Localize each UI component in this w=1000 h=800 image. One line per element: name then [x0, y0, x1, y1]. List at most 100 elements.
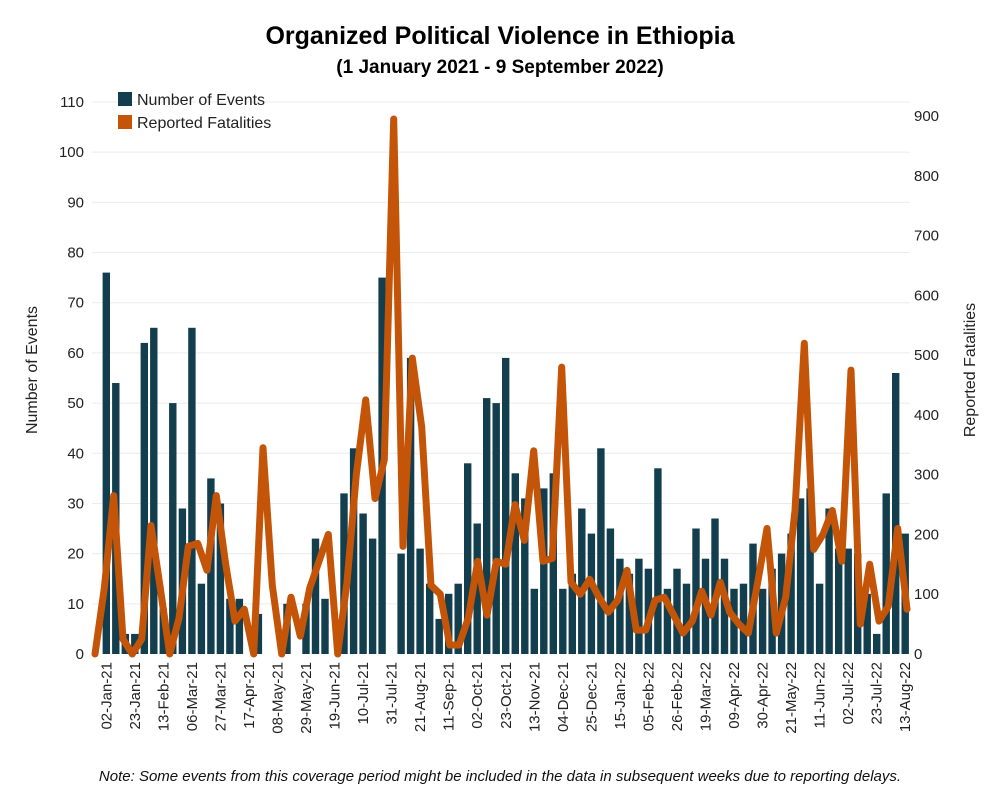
left-axis-ticks: 0 10 20 30 40 50 60 70 80 90 100 110 — [59, 94, 84, 663]
right-axis-label: Reported Fatalities — [962, 303, 979, 437]
events-bar — [102, 272, 110, 654]
right-axis-ticks: 0 100 200 300 400 500 600 700 800 900 — [914, 108, 939, 663]
x-tick-label: 26-Feb-22 — [669, 662, 686, 731]
y2-tick-label: 900 — [914, 108, 939, 125]
x-tick-label: 27-Mar-21 — [212, 662, 229, 731]
events-bar — [654, 468, 662, 654]
chart-subtitle: (1 January 2021 - 9 September 2022) — [336, 57, 663, 78]
y2-tick-label: 0 — [914, 646, 922, 663]
fatalities-line-layer — [91, 115, 911, 658]
events-bar — [806, 488, 814, 654]
events-bar — [454, 583, 462, 654]
events-bar — [321, 598, 329, 654]
events-bar — [892, 373, 900, 654]
events-bar — [302, 603, 310, 654]
gridlines — [92, 101, 910, 605]
events-bar — [758, 588, 767, 654]
x-tick-label: 06-Mar-21 — [184, 662, 201, 731]
x-tick-label: 23-Jan-21 — [127, 662, 144, 730]
x-tick-label: 02-Jan-21 — [98, 662, 115, 730]
x-tick-label: 10-Jul-21 — [355, 662, 372, 725]
x-tick-label: 02-Jul-22 — [840, 662, 857, 725]
events-bar — [368, 538, 377, 654]
events-bar — [844, 548, 852, 654]
x-tick-label: 15-Jan-22 — [612, 662, 629, 730]
x-tick-label: 23-Oct-21 — [498, 662, 515, 729]
events-bar — [578, 508, 586, 654]
events-bar — [197, 583, 206, 654]
legend-label-events: Number of Events — [137, 92, 265, 109]
events-bar — [349, 448, 358, 654]
events-bar — [835, 548, 843, 654]
events-bar — [682, 583, 691, 654]
x-tick-label: 21-Aug-21 — [412, 662, 429, 732]
x-tick-label: 13-Feb-21 — [155, 662, 172, 731]
events-bar — [473, 523, 481, 654]
y2-tick-label: 800 — [914, 168, 939, 185]
events-bar — [359, 513, 367, 654]
events-bar — [625, 573, 634, 654]
events-bar — [216, 503, 225, 654]
events-bar — [492, 403, 500, 654]
events-bar — [568, 573, 576, 654]
x-tick-label: 17-Apr-21 — [241, 662, 258, 729]
y-tick-label: 0 — [76, 646, 84, 663]
x-tick-label: 25-Dec-21 — [583, 662, 600, 732]
events-bar — [416, 548, 424, 654]
y2-tick-label: 600 — [914, 287, 939, 304]
events-bar — [150, 327, 158, 654]
legend-swatch-events — [118, 92, 132, 106]
events-bar — [587, 533, 596, 654]
y-tick-label: 70 — [67, 295, 84, 312]
events-bar — [559, 588, 567, 654]
events-bar — [673, 568, 681, 654]
y2-tick-label: 200 — [914, 526, 939, 543]
fatalities-line — [91, 115, 911, 658]
x-tick-label: 29-May-21 — [298, 662, 315, 734]
events-bar — [188, 327, 196, 654]
events-bar — [692, 528, 700, 654]
events-bar — [397, 553, 405, 654]
events-bar — [521, 498, 529, 654]
x-tick-label: 13-Aug-22 — [897, 662, 914, 732]
x-tick-label: 11-Sep-21 — [441, 662, 458, 731]
events-bar — [406, 357, 415, 654]
x-tick-label: 19-Jun-21 — [327, 662, 344, 730]
events-bar — [530, 588, 538, 654]
x-tick-label: 02-Oct-21 — [469, 662, 486, 729]
events-bar — [140, 342, 148, 654]
events-bar — [873, 633, 881, 654]
y-tick-label: 50 — [67, 395, 84, 412]
y2-tick-label: 500 — [914, 347, 939, 364]
legend-swatch-fatalities — [118, 115, 132, 129]
y2-tick-label: 700 — [914, 228, 939, 245]
y-tick-label: 10 — [67, 596, 84, 613]
events-bar — [426, 583, 434, 654]
events-bar — [606, 528, 615, 654]
y-tick-label: 60 — [67, 345, 84, 362]
events-bar — [882, 493, 890, 654]
legend: Number of Events Reported Fatalities — [118, 92, 271, 132]
x-axis-ticks: 02-Jan-21 23-Jan-21 13-Feb-21 06-Mar-21 27-M… — [98, 662, 914, 734]
y-tick-label: 110 — [60, 94, 84, 111]
left-axis-label: Number of Events — [24, 306, 41, 434]
events-bar — [796, 498, 805, 654]
x-tick-label: 05-Feb-22 — [640, 662, 657, 731]
footnote: Note: Some events from this coverage per… — [99, 768, 901, 785]
y2-tick-label: 100 — [914, 586, 939, 603]
events-bar — [815, 583, 824, 654]
events-bar — [863, 593, 871, 654]
events-bar — [549, 473, 557, 654]
y2-tick-label: 400 — [914, 407, 939, 424]
x-tick-label: 04-Dec-21 — [555, 662, 572, 732]
x-tick-label: 08-May-21 — [270, 662, 287, 734]
y2-tick-label: 300 — [914, 467, 939, 484]
events-bar — [511, 473, 519, 654]
events-bar — [711, 518, 719, 654]
x-tick-label: 19-Mar-22 — [698, 662, 715, 731]
chart-title: Organized Political Violence in Ethiopia — [265, 22, 735, 50]
x-tick-label: 30-Apr-22 — [755, 662, 772, 729]
events-bar — [663, 588, 672, 654]
y-tick-label: 30 — [67, 495, 84, 512]
events-bar — [635, 558, 643, 654]
